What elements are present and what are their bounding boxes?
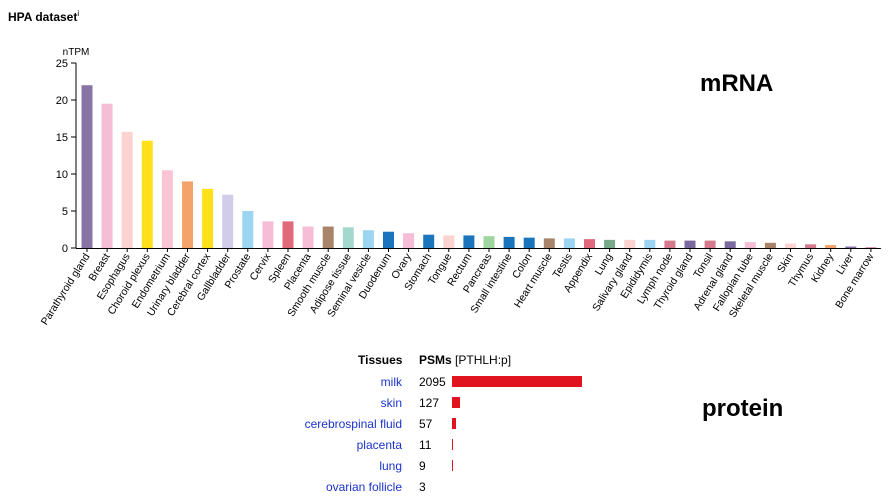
- bar: [443, 235, 455, 248]
- bar: [483, 236, 495, 248]
- bar: [342, 227, 354, 248]
- dataset-title-text: HPA dataset: [8, 10, 78, 24]
- bar: [704, 240, 716, 248]
- bar: [362, 230, 374, 248]
- bar: [161, 170, 173, 248]
- protein-label: protein: [702, 395, 784, 422]
- bar: [845, 246, 857, 248]
- bar: [563, 238, 575, 248]
- info-icon[interactable]: i: [77, 9, 80, 18]
- psm-bar: [452, 397, 460, 408]
- bar: [202, 188, 214, 248]
- psm-bar: [452, 376, 582, 387]
- x-tick-label: Kidney: [809, 251, 837, 285]
- bar: [624, 239, 636, 248]
- bar: [282, 221, 294, 248]
- bar: [503, 236, 515, 248]
- dataset-title: HPA dataseti: [8, 9, 79, 24]
- bar: [121, 131, 133, 248]
- protein-row: ovarian follicle 3: [280, 476, 700, 497]
- tissue-link[interactable]: milk: [380, 375, 402, 389]
- bar: [302, 226, 314, 248]
- psms-header: PSMs [PTHLH:p]: [419, 353, 511, 367]
- psm-count: 9: [419, 459, 426, 473]
- psm-count: 127: [419, 396, 440, 410]
- protein-row: skin 127: [280, 392, 700, 413]
- bar: [222, 194, 234, 248]
- bar: [865, 247, 877, 248]
- bar: [322, 226, 334, 248]
- bar: [403, 233, 415, 248]
- bar: [785, 243, 796, 248]
- y-tick-label: 0: [62, 243, 68, 255]
- y-tick-label: 10: [56, 169, 68, 181]
- protein-row: milk 2095: [280, 371, 700, 392]
- bar: [764, 242, 776, 248]
- tissue-link[interactable]: placenta: [356, 438, 402, 452]
- mrna-label: mRNA: [700, 70, 774, 97]
- bar: [81, 85, 93, 248]
- psm-count: 2095: [419, 375, 446, 389]
- protein-row: placenta 11: [280, 434, 700, 455]
- protein-row: lung 9: [280, 455, 700, 476]
- bar: [684, 240, 696, 248]
- psm-count: 11: [419, 438, 432, 452]
- bar: [383, 231, 394, 248]
- psm-count: 57: [419, 417, 433, 431]
- bar: [423, 234, 435, 248]
- bar: [644, 239, 656, 248]
- tissue-link[interactable]: ovarian follicle: [325, 480, 402, 494]
- peptide-label: [PTHLH:p]: [455, 353, 512, 367]
- bar: [724, 241, 736, 248]
- bar: [523, 237, 535, 248]
- bar: [825, 245, 837, 248]
- y-tick-label: 5: [62, 206, 68, 218]
- bar: [463, 235, 475, 248]
- y-tick-label: 15: [56, 132, 68, 144]
- tissue-link[interactable]: cerebrospinal fluid: [304, 417, 402, 431]
- bar: [182, 181, 193, 248]
- bar: [141, 140, 153, 248]
- y-tick-label: 25: [56, 58, 68, 70]
- x-tick-label: Parathyroid gland: [39, 251, 93, 327]
- bar: [604, 239, 616, 248]
- bar: [805, 244, 817, 248]
- protein-row: cerebrospinal fluid 57: [280, 413, 700, 434]
- psms-header-label: PSMs: [419, 353, 452, 367]
- tissue-link[interactable]: lung: [379, 459, 402, 473]
- psm-bar: [452, 418, 456, 429]
- bar: [262, 221, 274, 248]
- psm-bar: [452, 460, 453, 471]
- bar: [101, 103, 113, 248]
- bar: [543, 238, 555, 248]
- bar: [584, 239, 595, 248]
- bar: [744, 242, 756, 248]
- tissue-link[interactable]: skin: [380, 396, 402, 410]
- bar: [664, 240, 676, 248]
- tissues-header: Tissues: [358, 353, 403, 367]
- psm-bar: [452, 439, 453, 450]
- bar: [242, 211, 254, 248]
- y-tick-label: 20: [56, 95, 68, 107]
- y-axis-label: nTPM: [63, 47, 90, 58]
- psm-count: 3: [419, 480, 426, 494]
